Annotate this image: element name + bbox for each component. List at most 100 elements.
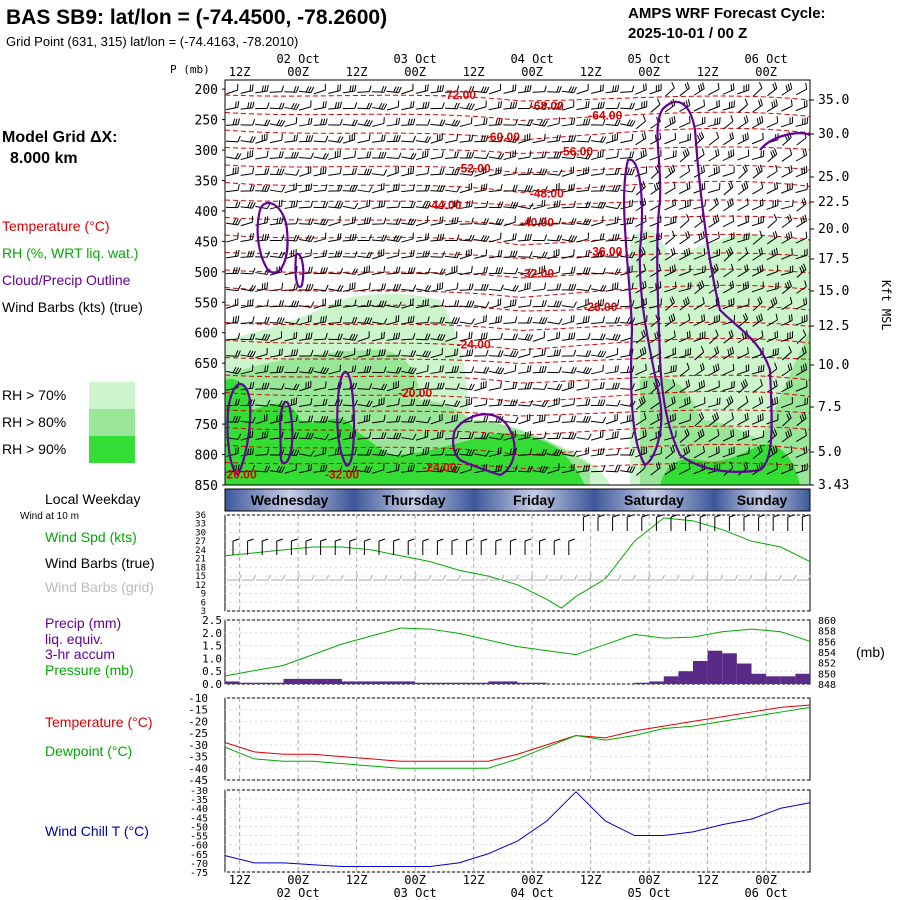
wind-barb-staff — [298, 223, 312, 225]
wind-barb-flag — [732, 214, 735, 222]
wind-barb-flag — [281, 133, 283, 141]
wind-barb-staff — [723, 269, 734, 278]
wind-barb-flag — [395, 118, 398, 125]
wind-barb-flag — [629, 168, 633, 175]
wind-barb-flag — [688, 116, 691, 123]
wind-barb-361 — [240, 233, 254, 243]
wind-barb-371 — [386, 234, 402, 243]
pressure-rtick-0: 860 — [818, 616, 836, 627]
wind-barb-flag — [684, 200, 687, 208]
wind-barb-flag — [324, 232, 327, 239]
wind-barb-flag — [791, 248, 793, 255]
wind-barb-473 — [708, 263, 719, 278]
precip-bar-33 — [707, 650, 723, 684]
wind-barb-160 — [226, 152, 242, 160]
wind-barb-staff — [547, 271, 560, 276]
wind-barb-flag — [383, 117, 385, 124]
wind-barb-flag — [514, 202, 519, 209]
wind-barb-460 — [517, 268, 534, 275]
wind-barb-342 — [547, 217, 562, 225]
wind-barb-flag — [422, 102, 425, 109]
wind-barb-flag — [235, 201, 239, 208]
wind-barb-staff — [401, 189, 414, 193]
top-date-tick-3: 05 Oct — [627, 52, 670, 66]
wind-barb-flag — [640, 182, 644, 189]
wind-barb-flag — [787, 83, 791, 91]
wind-barb-178 — [488, 152, 505, 160]
wind-barb-flag — [497, 218, 502, 225]
wind-barb-flag — [631, 265, 633, 272]
wind-barb-381 — [532, 234, 548, 241]
wind-barb-flag — [669, 118, 672, 125]
wind-barb-flag — [397, 249, 400, 256]
wind-barb-432 — [693, 248, 706, 260]
pressure-rtick-5: 850 — [818, 669, 836, 680]
wind-barb-4 — [284, 86, 300, 93]
wind-barb-flag — [295, 169, 300, 176]
wind-barb-staff — [576, 140, 589, 143]
temperature-contour-11 — [225, 284, 810, 299]
wind-barb-166 — [313, 152, 329, 160]
wind-barb-283 — [269, 199, 283, 210]
wind-barb-flag — [788, 166, 791, 173]
wind-barb-59 — [503, 101, 518, 110]
wind-barb-flag — [424, 136, 429, 143]
wind-barb-flag — [368, 234, 372, 241]
wind-barb-88 — [342, 119, 358, 127]
wind-barb-flag — [617, 233, 620, 241]
temperature-contour-label-15: -20.00 — [223, 468, 257, 482]
wind-barb-flag — [349, 234, 352, 241]
top-time-tick-1: 00Z — [287, 65, 309, 79]
wind-barb-flag — [278, 151, 282, 158]
wind-barb-392 — [693, 231, 705, 244]
wind-barb-flag — [412, 184, 416, 191]
wind-barb-flag — [544, 186, 548, 193]
wind-barb-staff — [679, 170, 690, 179]
wind-barb-36 — [752, 81, 763, 97]
wind-barb-327 — [328, 215, 341, 227]
wind-barb-flag — [631, 120, 636, 127]
wind-barb-311 — [678, 199, 691, 210]
wind-barb-flag — [597, 102, 600, 109]
wind-barb-flag — [264, 85, 267, 92]
wind-barb-flag — [410, 167, 412, 174]
wind-barb-flag — [337, 184, 341, 192]
wind-barb-flag — [541, 266, 543, 273]
wind-barb-flag — [643, 232, 645, 240]
wind-barb-419 — [503, 250, 518, 258]
wind-barb-flag — [514, 267, 519, 275]
wind-barb-flag — [773, 249, 776, 256]
wind-barb-flag — [686, 148, 690, 155]
wind-barb-flag — [730, 84, 733, 91]
wind-barb-153 — [708, 131, 720, 146]
wind-barb-staff — [386, 223, 399, 225]
wind-barb-flag — [585, 218, 590, 225]
wind-barb-195 — [737, 149, 750, 161]
wind-barb-flag — [774, 183, 776, 190]
wind-barb-flag — [295, 103, 300, 110]
wind-barb-staff — [474, 421, 487, 423]
wind-barb-flag — [427, 101, 430, 108]
wind-barb-flag — [412, 101, 415, 108]
top-time-tick-6: 12Z — [580, 65, 602, 79]
wind-barb-198 — [781, 148, 793, 162]
top-time-tick-4: 12Z — [463, 65, 485, 79]
wind-barb-flag — [700, 166, 703, 173]
wind-barb-flag — [543, 199, 546, 207]
wind-barb-flag — [558, 117, 561, 124]
pressure-tick-650: 650 — [195, 357, 218, 372]
wind-barb-flag — [700, 131, 705, 138]
wind-barb-217 — [474, 166, 487, 177]
wind-barb-flag — [673, 181, 676, 189]
wind-barb-flag — [483, 118, 486, 125]
wind-barb-flag — [774, 148, 778, 155]
wind-barb-flag — [683, 250, 686, 257]
wind-barb-flag — [686, 249, 689, 256]
wind-barb-flag — [704, 199, 707, 207]
wind-barb-186 — [605, 150, 619, 160]
wind-barb-16 — [459, 86, 475, 93]
wind-barb-flag — [293, 183, 295, 191]
wind-barb-flag — [261, 134, 263, 142]
wind-barb-flag — [745, 84, 747, 91]
wind-barb-213 — [415, 167, 430, 176]
